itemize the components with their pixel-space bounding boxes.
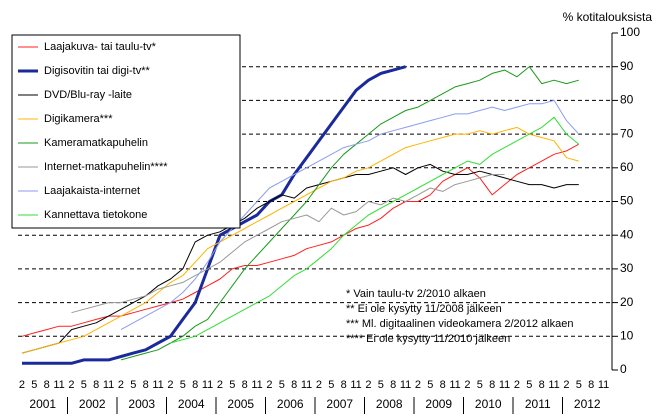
x-tick-label: 8 xyxy=(93,379,99,391)
legend-label: DVD/Blu-ray -laite xyxy=(44,89,132,101)
legend-label: Laajakuva- tai taulu-tv* xyxy=(44,41,157,53)
x-tick-label: 8 xyxy=(390,379,396,391)
legend-label: Digikamera*** xyxy=(44,113,113,125)
x-tick-label: 11 xyxy=(449,379,460,391)
x-tick-label: 8 xyxy=(242,379,248,391)
x-tick-label: 2 xyxy=(563,379,569,391)
x-tick-label: 8 xyxy=(539,379,545,391)
x-tick-label: 11 xyxy=(103,379,114,391)
x-year-label: 2006 xyxy=(277,397,304,411)
y-tick-label: 0 xyxy=(620,362,627,376)
legend-label: Digisovitin tai digi-tv** xyxy=(44,65,150,77)
y-tick-label: 90 xyxy=(620,59,634,73)
x-tick-label: 5 xyxy=(526,379,532,391)
x-tick-label: 11 xyxy=(53,379,64,391)
legend-label: Kameramatkapuhelin xyxy=(44,137,148,149)
footnote: **** Ei ole kysytty 11/2010 jälkeen xyxy=(346,333,510,345)
x-tick-label: 5 xyxy=(229,379,235,391)
x-tick-label: 11 xyxy=(598,379,609,391)
x-tick-label: 5 xyxy=(180,379,186,391)
x-tick-label: 5 xyxy=(81,379,87,391)
x-tick-label: 2 xyxy=(316,379,322,391)
x-tick-label: 11 xyxy=(350,379,361,391)
y-tick-label: 30 xyxy=(620,261,634,275)
y-tick-label: 100 xyxy=(620,25,640,39)
footnote: *** Ml. digitaalinen videokamera 2/2012 … xyxy=(346,318,573,330)
legend-label: Laajakaista-internet xyxy=(44,185,140,197)
x-tick-label: 2 xyxy=(68,379,74,391)
y-tick-label: 20 xyxy=(620,295,634,309)
x-tick-label: 2 xyxy=(514,379,520,391)
x-tick-label: 8 xyxy=(341,379,347,391)
x-tick-label: 2 xyxy=(19,379,25,391)
x-year-label: 2001 xyxy=(29,397,56,411)
series-line xyxy=(21,143,580,337)
x-tick-label: 5 xyxy=(576,379,582,391)
series-line xyxy=(21,126,579,354)
x-year-label: 2002 xyxy=(79,397,106,411)
x-tick-label: 8 xyxy=(588,379,594,391)
x-year-label: 2012 xyxy=(574,397,601,411)
x-tick-label: 2 xyxy=(266,379,272,391)
legend-label: Internet-matkapuhelin**** xyxy=(44,161,168,173)
x-tick-label: 8 xyxy=(44,379,50,391)
x-tick-label: 11 xyxy=(301,379,312,391)
legend: Laajakuva- tai taulu-tv* Digisovitin tai … xyxy=(11,34,241,229)
y-tick-label: 50 xyxy=(620,194,634,208)
y-axis-title: % kotitalouksista xyxy=(563,10,653,24)
legend-label: Kannettava tietokone xyxy=(44,209,147,221)
x-tick-label: 2 xyxy=(118,379,124,391)
y-tick-label: 70 xyxy=(620,126,634,140)
x-tick-label: 8 xyxy=(291,379,297,391)
x-tick-label: 11 xyxy=(152,379,163,391)
footnote: ** Ei ole kysytty 11/2008 jälkeen xyxy=(346,303,502,315)
x-tick-label: 11 xyxy=(251,379,262,391)
y-tick-label: 10 xyxy=(620,328,634,342)
x-tick-label: 11 xyxy=(548,379,559,391)
x-tick-label: 5 xyxy=(31,379,37,391)
x-tick-label: 2 xyxy=(365,379,371,391)
x-tick-label: 8 xyxy=(440,379,446,391)
x-tick-label: 5 xyxy=(477,379,483,391)
series-line xyxy=(21,163,579,354)
y-tick-label: 60 xyxy=(620,160,634,174)
series-line xyxy=(120,66,579,361)
y-tick-label: 80 xyxy=(620,93,634,107)
x-tick-label: 5 xyxy=(427,379,433,391)
x-year-label: 2010 xyxy=(475,397,502,411)
x-tick-label: 8 xyxy=(192,379,198,391)
x-tick-label: 11 xyxy=(499,379,510,391)
x-year-label: 2005 xyxy=(227,397,254,411)
x-tick-label: 2 xyxy=(415,379,421,391)
x-tick-label: 2 xyxy=(167,379,173,391)
x-tick-label: 5 xyxy=(130,379,136,391)
x-tick-label: 8 xyxy=(143,379,149,391)
x-tick-label: 8 xyxy=(489,379,495,391)
x-tick-label: 5 xyxy=(378,379,384,391)
x-year-label: 2011 xyxy=(525,397,551,411)
x-tick-label: 2 xyxy=(464,379,470,391)
footnote: * Vain taulu-tv 2/2010 alkaen xyxy=(346,288,486,300)
x-year-label: 2009 xyxy=(425,397,452,411)
legend-box xyxy=(11,34,241,229)
x-tick-label: 5 xyxy=(328,379,334,391)
x-year-label: 2003 xyxy=(128,397,155,411)
x-tick-label: 5 xyxy=(279,379,285,391)
series-line xyxy=(71,174,505,314)
x-tick-label: 2 xyxy=(217,379,223,391)
series-line xyxy=(120,99,580,331)
x-tick-label: 11 xyxy=(202,379,213,391)
x-year-label: 2007 xyxy=(326,397,353,411)
series-line xyxy=(170,116,580,344)
x-year-label: 2004 xyxy=(178,397,205,411)
y-tick-label: 40 xyxy=(620,227,634,241)
x-tick-label: 11 xyxy=(400,379,411,391)
x-year-label: 2008 xyxy=(376,397,403,411)
